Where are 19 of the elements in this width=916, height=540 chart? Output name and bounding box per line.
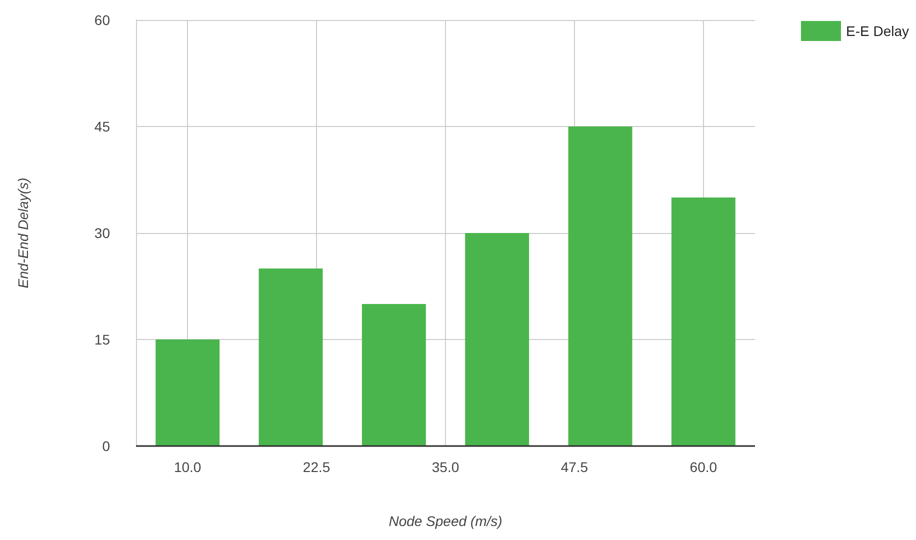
x-tick-label: 22.5: [302, 459, 330, 475]
x-tick-label: 60.0: [690, 459, 718, 475]
y-tick-label: 45: [94, 118, 110, 134]
bar: [568, 126, 632, 446]
y-tick-label: 15: [94, 332, 110, 348]
y-tick-label: 30: [94, 225, 110, 241]
x-tick-label: 35.0: [432, 459, 460, 475]
bar: [671, 198, 736, 446]
x-tick-label: 10.0: [174, 459, 202, 475]
bar: [362, 304, 426, 446]
x-axis-title: Node Speed (m/s): [388, 513, 502, 529]
x-tick-label: 47.5: [560, 459, 588, 475]
y-tick-label: 60: [94, 12, 110, 28]
bar: [465, 233, 530, 446]
y-axis-title: End-End Delay(s): [15, 178, 31, 288]
bar: [258, 268, 323, 446]
legend-label: E-E Delay: [846, 23, 910, 39]
bar: [156, 340, 220, 446]
y-tick-label: 0: [102, 438, 110, 454]
